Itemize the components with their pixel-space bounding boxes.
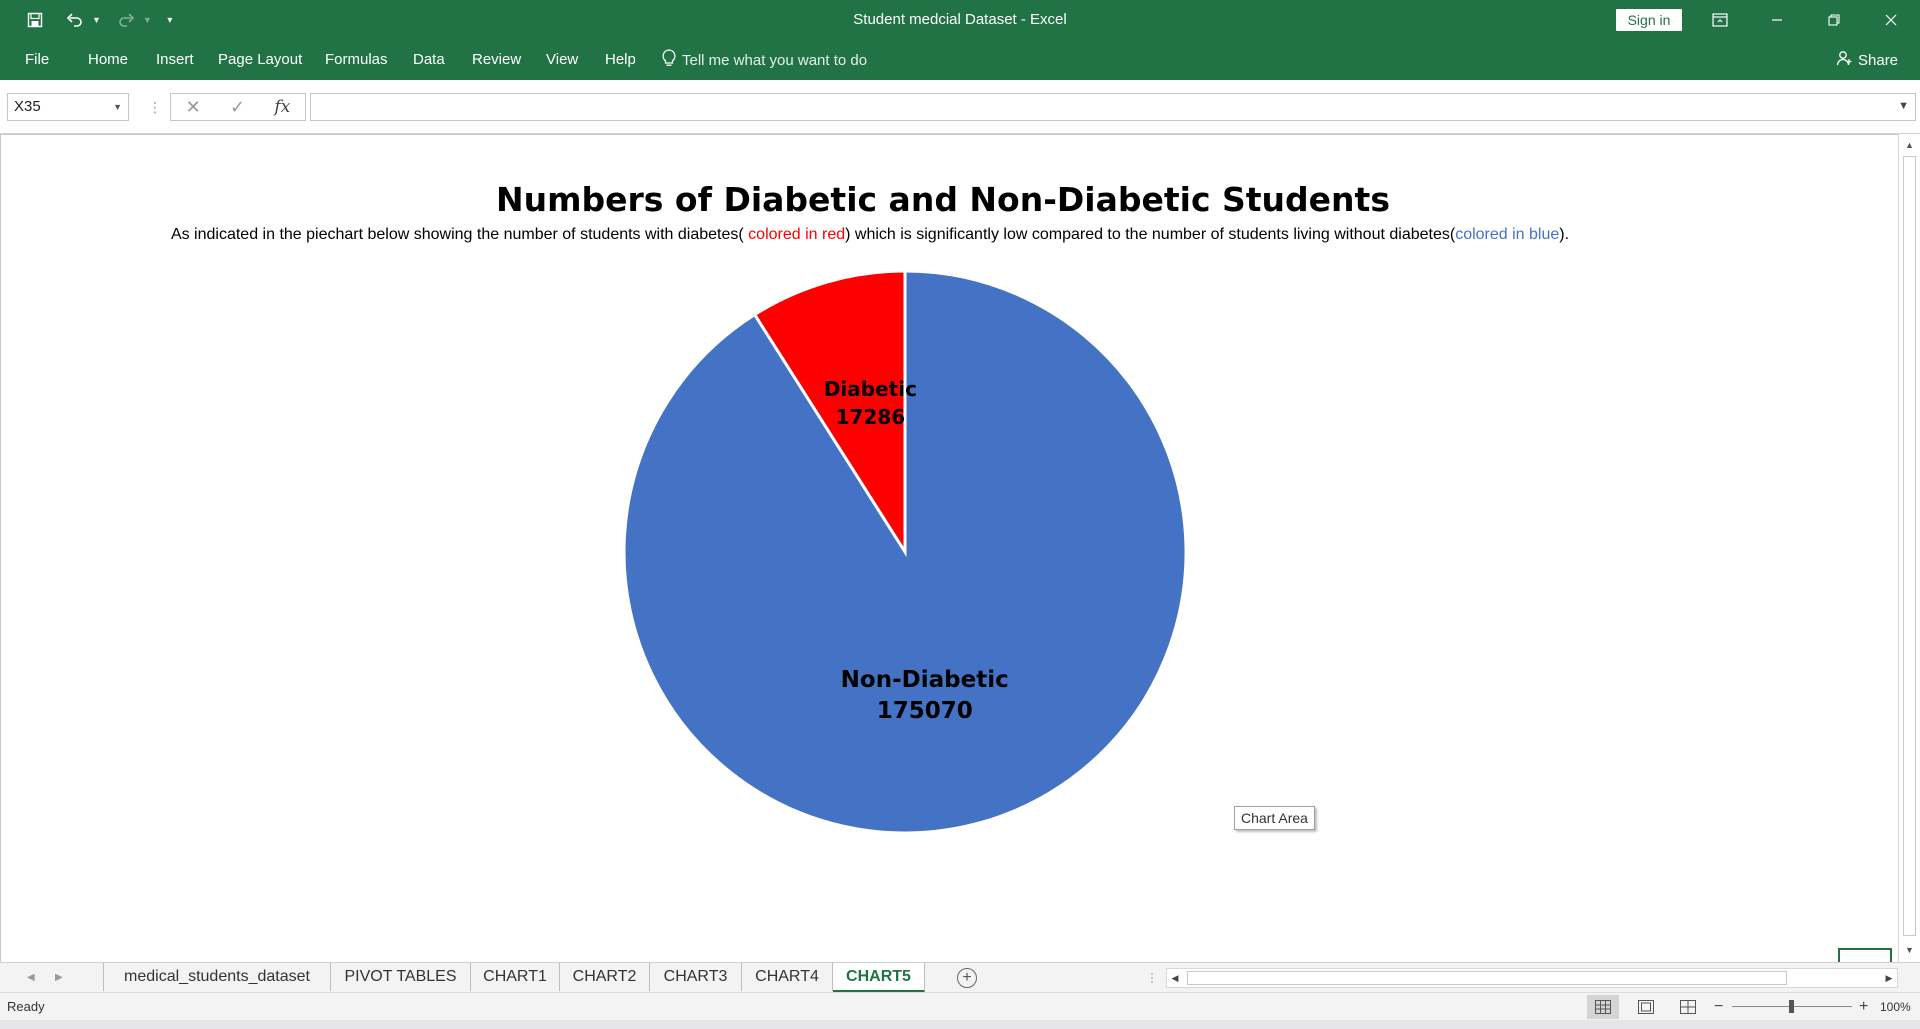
next-sheet-icon[interactable]: ▶ (55, 972, 63, 983)
share-button[interactable]: Share (1836, 40, 1898, 80)
data-label-value[interactable]: 175070 (877, 698, 973, 724)
redo-icon[interactable] (111, 5, 141, 35)
quick-access-toolbar: ▼ ▼ ▾ (20, 0, 178, 40)
data-label-value[interactable]: 17286 (836, 405, 906, 429)
formula-input[interactable]: ▼ (310, 93, 1916, 121)
enter-entry-icon[interactable]: ✓ (230, 96, 246, 117)
vertical-scrollbar[interactable]: ▲ ▼ (1898, 134, 1920, 962)
name-box[interactable]: X35 ▼ (7, 93, 129, 121)
pie-slice-non-diabetic[interactable] (622, 269, 1188, 835)
close-icon[interactable] (1868, 0, 1914, 40)
scroll-down-icon[interactable]: ▼ (1905, 945, 1914, 955)
tab-split-grip-icon[interactable]: ⋮ (1146, 971, 1158, 985)
subtitle-part-5: ). (1559, 226, 1570, 243)
pie-chart[interactable]: Diabetic 17286 Non-Diabetic 175070 (600, 262, 1210, 852)
scroll-left-icon[interactable]: ◀ (1171, 973, 1179, 983)
person-icon (1836, 50, 1852, 70)
restore-icon[interactable] (1811, 0, 1857, 40)
normal-view-icon[interactable] (1587, 995, 1619, 1019)
name-box-dropdown-icon[interactable]: ▼ (113, 102, 122, 112)
subtitle-part-1: As indicated in the piechart below showi… (170, 226, 744, 243)
tab-insert[interactable]: Insert (156, 51, 194, 68)
subtitle-blue-text: colored in blue (1455, 226, 1560, 243)
formula-bar: X35 ▼ ⋮ ✕ ✓ fx ▼ (0, 80, 1920, 134)
vertical-scroll-thumb[interactable] (1903, 156, 1916, 936)
undo-icon[interactable] (60, 5, 90, 35)
page-break-preview-icon[interactable] (1672, 995, 1704, 1019)
selection-corner-marker (1838, 948, 1892, 962)
sheet-tab-chart3[interactable]: CHART3 (650, 963, 742, 991)
tell-me-search[interactable]: Tell me what you want to do (662, 40, 867, 80)
scroll-right-icon[interactable]: ▶ (1885, 973, 1893, 983)
cancel-entry-icon[interactable]: ✕ (185, 96, 201, 117)
minimize-icon[interactable] (1754, 0, 1800, 40)
tab-data[interactable]: Data (413, 51, 445, 68)
insert-function-icon[interactable]: fx (274, 97, 291, 117)
title-bar: ▼ ▼ ▾ Student medcial Dataset - Excel Si… (0, 0, 1920, 40)
expand-formula-bar-icon[interactable]: ▼ (1898, 100, 1909, 112)
zoom-level[interactable]: 100% (1880, 1000, 1911, 1014)
undo-dropdown-icon[interactable]: ▼ (92, 15, 101, 25)
chart-area-tooltip: Chart Area (1234, 806, 1315, 830)
zoom-slider-knob[interactable] (1789, 1000, 1794, 1013)
tell-me-label: Tell me what you want to do (682, 51, 868, 69)
tab-review[interactable]: Review (472, 51, 522, 68)
tab-view[interactable]: View (546, 51, 579, 68)
sheet-tab-chart4[interactable]: CHART4 (742, 963, 833, 991)
sheet-tab-chart1[interactable]: CHART1 (471, 963, 560, 991)
subtitle-part-3: ) which is significantly low compared to… (845, 226, 1456, 243)
chart-title[interactable]: Numbers of Diabetic and Non-Diabetic Stu… (496, 180, 1390, 219)
customize-qat-icon[interactable]: ▾ (167, 14, 173, 26)
formula-bar-grip-icon[interactable]: ⋮ (148, 99, 162, 115)
redo-dropdown-icon[interactable]: ▼ (142, 15, 152, 25)
new-sheet-icon[interactable]: + (957, 968, 977, 988)
horizontal-scrollbar[interactable]: ◀ ▶ (1166, 968, 1898, 988)
tab-page-layout[interactable]: Page Layout (218, 51, 303, 68)
page-layout-view-icon[interactable] (1630, 995, 1662, 1019)
tab-help[interactable]: Help (605, 51, 636, 68)
formula-bar-buttons: ✕ ✓ fx (170, 93, 306, 121)
sheet-tab-medical-students-dataset[interactable]: medical_students_dataset (103, 963, 331, 991)
zoom-out-icon[interactable]: − (1714, 998, 1724, 1015)
tab-file[interactable]: File (25, 51, 50, 68)
data-label-category[interactable]: Non-Diabetic (841, 667, 1009, 693)
sheet-tab-pivot-tables[interactable]: PIVOT TABLES (331, 963, 471, 991)
status-ready: Ready (7, 999, 45, 1014)
sheet-tabs-bar: ◀ ▶ medical_students_dataset PIVOT TABLE… (0, 962, 1920, 993)
ribbon-tabs: File Home Insert Page Layout Formulas Da… (0, 40, 1920, 80)
tab-home[interactable]: Home (88, 51, 129, 68)
share-label: Share (1858, 51, 1899, 69)
horizontal-scroll-thumb[interactable] (1187, 971, 1787, 985)
chart-subtitle[interactable]: As indicated in the piechart below showi… (0, 226, 1740, 244)
save-icon[interactable] (20, 5, 50, 35)
ribbon-display-options-icon[interactable] (1697, 0, 1743, 40)
taskbar-strip (0, 1020, 1920, 1029)
sheet-tab-chart2[interactable]: CHART2 (560, 963, 650, 991)
lightbulb-icon (662, 49, 676, 71)
data-label-category[interactable]: Diabetic (824, 377, 917, 401)
pie-slice-diabetic[interactable] (752, 269, 907, 558)
sign-in-button[interactable]: Sign in (1616, 9, 1682, 31)
subtitle-red-text: colored in red (743, 226, 846, 243)
tab-formulas[interactable]: Formulas (325, 51, 388, 68)
name-box-value: X35 (14, 98, 41, 115)
scroll-up-icon[interactable]: ▲ (1905, 140, 1914, 150)
previous-sheet-icon[interactable]: ◀ (27, 972, 35, 983)
sheet-tab-chart5[interactable]: CHART5 (833, 963, 925, 993)
zoom-in-icon[interactable]: + (1859, 998, 1869, 1015)
